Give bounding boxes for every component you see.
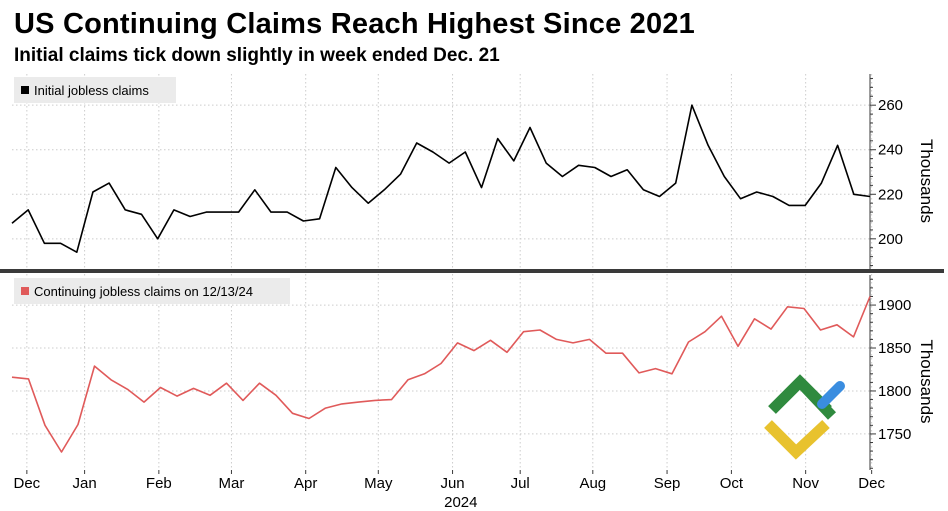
initial-legend-label: Initial jobless claims [34, 83, 149, 98]
continuing-ytick-label: 1850 [878, 340, 911, 357]
grid-layer [0, 74, 944, 470]
month-label-10: Oct [720, 475, 744, 492]
initial-claims-panel: 200 220 240 260 Thousands Initial jobless cla… [11, 74, 936, 270]
chart-title: US Continuing Claims Reach Highest Since… [14, 8, 695, 40]
month-label-8: Aug [579, 475, 606, 492]
initial-ytick-label: 260 [878, 97, 903, 114]
continuing-axis-title: Thousands [917, 339, 936, 423]
month-label-4: Apr [294, 475, 317, 492]
initial-legend-swatch [21, 86, 29, 94]
logo-yellow-chevron [764, 419, 830, 460]
initial-axis-title: Thousands [917, 139, 936, 223]
initial-legend-bg [14, 77, 176, 103]
continuing-legend-swatch [21, 287, 29, 295]
continuing-legend-label: Continuing jobless claims on 12/13/24 [34, 284, 253, 299]
month-label-6: Jun [440, 475, 464, 492]
continuing-legend-bg [14, 278, 290, 304]
chart-subtitle: Initial claims tick down slightly in wee… [14, 45, 500, 66]
initial-ytick-label: 220 [878, 186, 903, 203]
continuing-ytick-label: 1800 [878, 383, 911, 400]
year-label: 2024 [444, 494, 477, 511]
continuing-ytick-label: 1900 [878, 297, 911, 314]
panel-divider [0, 269, 944, 273]
month-label-1: Jan [73, 475, 97, 492]
initial-ytick-label: 240 [878, 142, 903, 159]
watermark-logo [764, 374, 845, 460]
continuing-claims-line [11, 296, 871, 453]
continuing-claims-panel: 1750 1800 1850 1900 Thousands Continuing jobl… [11, 275, 936, 470]
month-label-9: Sep [654, 475, 681, 492]
initial-ytick-label: 200 [878, 231, 903, 248]
logo-blue-stroke [817, 381, 845, 409]
month-label-7: Jul [511, 475, 530, 492]
month-label-12: Dec [858, 475, 885, 492]
month-label-2: Feb [146, 475, 172, 492]
initial-legend: Initial jobless claims [14, 77, 176, 103]
month-label-11: Nov [792, 475, 819, 492]
month-label-5: May [364, 475, 393, 492]
continuing-legend: Continuing jobless claims on 12/13/24 [14, 278, 290, 304]
month-label-0: Dec [14, 475, 41, 492]
x-axis: Dec Jan Feb Mar Apr May Jun Jul Aug Sep Oct Nov Dec 2… [14, 470, 885, 511]
logo-green-leg [795, 378, 837, 420]
initial-claims-line [11, 104, 871, 253]
month-label-3: Mar [219, 475, 245, 492]
continuing-ytick-label: 1750 [878, 426, 911, 443]
